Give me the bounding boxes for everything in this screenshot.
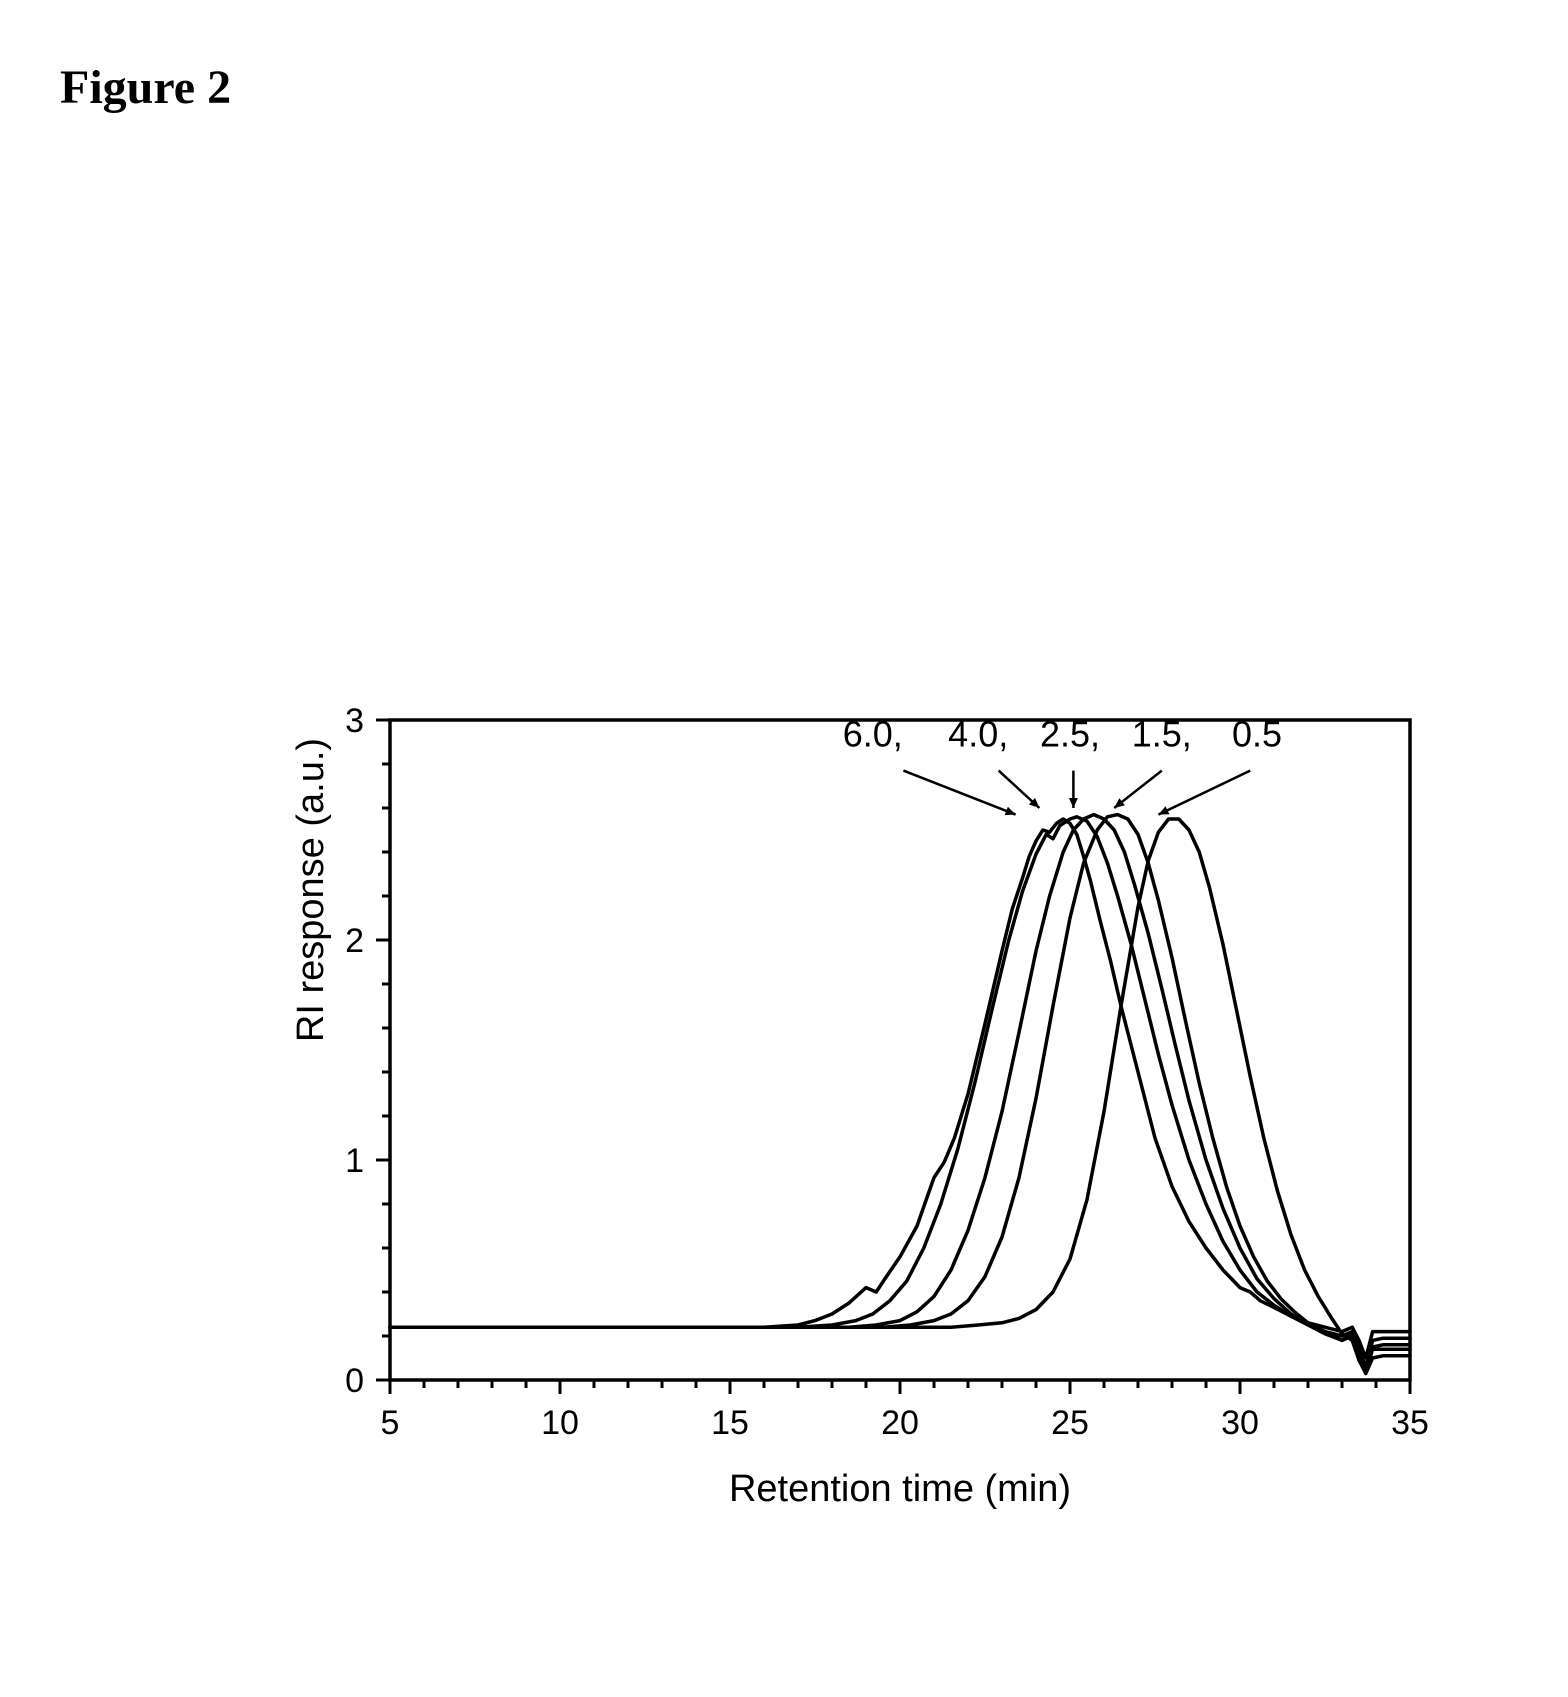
chart-svg: 5 10 15 20 25 30 35 0 1 2 3 6.0, 4.0, 2.5, 1.5, 0.5 xyxy=(230,680,1450,1540)
series-annotation-label: 2.5, xyxy=(1040,713,1100,754)
y-tick-label: 2 xyxy=(345,922,364,960)
x-tick-label: 20 xyxy=(881,1404,919,1442)
x-axis-label: Retention time (min) xyxy=(390,1468,1410,1511)
x-tick-label: 15 xyxy=(711,1404,749,1442)
series-annotation-label: 0.5 xyxy=(1232,713,1282,754)
page: { "figure": { "title": "Figure 2", "titl… xyxy=(0,0,1568,1697)
series-4.0 xyxy=(390,817,1410,1367)
x-tick-label: 35 xyxy=(1391,1404,1429,1442)
series-annotation-label: 6.0, xyxy=(843,713,903,754)
chart-container: 510152025303501236.0,4.0,2.5,1.5,0.5 RI … xyxy=(230,680,1450,1540)
x-tick-label: 25 xyxy=(1051,1404,1089,1442)
x-tick-label: 5 xyxy=(381,1404,400,1442)
series-annotation-label: 4.0, xyxy=(948,713,1008,754)
annotation-arrow-head xyxy=(1069,798,1078,808)
series-annotation-label: 1.5, xyxy=(1132,713,1192,754)
annotation-arrow-head xyxy=(1005,807,1016,815)
y-axis-label: RI response (a.u.) xyxy=(290,560,333,1220)
y-tick-label: 0 xyxy=(345,1362,364,1400)
figure-title: Figure 2 xyxy=(60,60,231,115)
y-tick-label: 1 xyxy=(345,1142,364,1180)
y-tick-label: 3 xyxy=(345,702,364,740)
x-tick-label: 30 xyxy=(1221,1404,1259,1442)
x-tick-label: 10 xyxy=(541,1404,579,1442)
